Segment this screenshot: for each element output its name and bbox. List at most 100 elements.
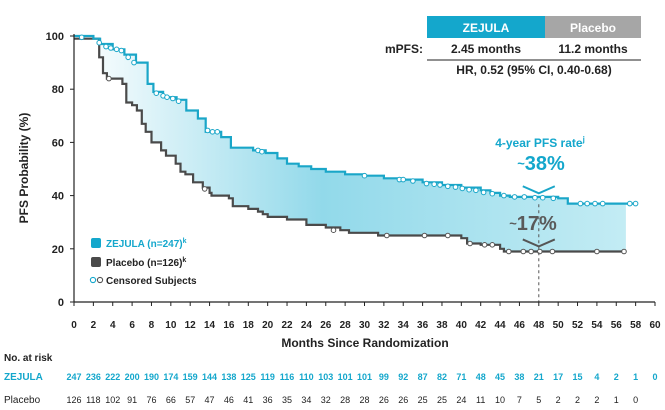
risk-value-placebo: 25 — [418, 395, 428, 405]
zejula-censored-mark — [131, 59, 137, 66]
x-tick-label: 36 — [417, 320, 429, 331]
risk-value-placebo: 76 — [146, 395, 156, 405]
x-tick-label: 52 — [572, 320, 584, 331]
zejula-censored-mark — [431, 181, 438, 187]
risk-value-placebo: 25 — [437, 395, 447, 405]
x-tick-label: 12 — [185, 320, 197, 331]
zejula-censored-mark — [445, 183, 451, 190]
x-tick-label: 50 — [553, 320, 565, 331]
annotation-title-text: 4-year PFS rate — [495, 136, 583, 150]
risk-value-placebo: 2 — [575, 395, 580, 405]
annotation-zejula-value: ~38% — [517, 153, 565, 175]
y-tick-label: 100 — [46, 31, 64, 43]
y-axis-label: PFS Probability (%) — [17, 113, 31, 224]
y-tick-label: 0 — [58, 297, 64, 309]
placebo-censored-mark — [106, 75, 112, 82]
risk-value-zejula: 103 — [318, 372, 333, 382]
risk-value-zejula: 0 — [652, 372, 657, 382]
legend-swatch-zejula — [91, 238, 101, 248]
zejula-censored-mark — [361, 172, 368, 179]
risk-value-placebo: 32 — [321, 395, 331, 405]
zejula-censored-mark — [108, 45, 114, 51]
zejula-censored-mark — [259, 148, 265, 155]
risk-title: No. at risk — [4, 353, 53, 364]
risk-value-zejula: 48 — [476, 372, 486, 382]
annotation-placebo-value: ~17% — [509, 213, 557, 235]
zejula-censored-mark — [118, 47, 125, 54]
risk-value-placebo: 118 — [86, 395, 100, 405]
zejula-censored-mark — [521, 194, 528, 200]
x-tick-label: 40 — [456, 320, 468, 331]
x-tick-label: 48 — [533, 320, 545, 331]
zejula-censored-mark — [410, 178, 416, 184]
placebo-censored-mark — [520, 248, 527, 255]
x-tick-label: 54 — [591, 320, 603, 331]
placebo-censored-mark — [506, 248, 512, 255]
legend-label-placebo-text: Placebo (n=126) — [106, 258, 182, 269]
legend-label-placebo: Placebo (n=126)k — [106, 257, 186, 269]
x-tick-label: 56 — [611, 320, 623, 331]
placebo-censored-mark — [467, 240, 473, 247]
zejula-censored-mark — [437, 182, 443, 188]
x-tick-label: 18 — [243, 320, 255, 331]
risk-value-placebo: 5 — [536, 395, 541, 405]
risk-value-zejula: 190 — [144, 372, 159, 382]
placebo-censored-mark — [384, 232, 390, 239]
zejula-censored-mark — [532, 194, 538, 201]
x-tick-label: 14 — [204, 320, 216, 331]
zejula-censored-mark — [170, 95, 176, 102]
zejula-censored-mark — [459, 185, 466, 192]
zejula-censored-mark — [164, 94, 170, 100]
risk-value-zejula: 45 — [495, 372, 505, 382]
placebo-censored-mark — [621, 248, 627, 255]
legend-label-censored: Censored Subjects — [106, 276, 197, 287]
x-axis-label: Months Since Randomization — [281, 336, 448, 350]
zejula-censored-mark — [209, 129, 216, 135]
risk-value-zejula: 144 — [202, 372, 217, 382]
zejula-censored-mark — [103, 43, 109, 50]
header-placebo-cell — [545, 16, 641, 38]
risk-value-zejula: 99 — [379, 372, 389, 382]
ticks-layer: 0 2 4 6 8 10 12 14 16 18 20 22 24 26 28 30 32 34 36 38 40 42 4… — [46, 31, 661, 331]
header-zejula-cell — [427, 16, 545, 38]
risk-value-placebo: 24 — [456, 395, 466, 405]
placebo-censored-mark — [445, 232, 451, 239]
risk-value-zejula: 119 — [260, 372, 275, 382]
zejula-censored-mark — [400, 176, 407, 183]
risk-value-zejula: 38 — [514, 372, 524, 382]
y-tick-label: 40 — [52, 191, 64, 203]
hazard-ratio: HR, 0.52 (95% CI, 0.40-0.68) — [456, 63, 611, 77]
placebo-censored-mark — [421, 232, 428, 239]
header-zejula-text: ZEJULA — [463, 21, 510, 35]
risk-value-placebo: 91 — [127, 395, 137, 405]
risk-value-placebo: 1 — [614, 395, 619, 405]
zejula-censored-mark — [214, 129, 221, 135]
legend-censored-icon-zejula — [89, 276, 97, 284]
risk-value-zejula: 116 — [280, 372, 295, 382]
legend-censored-icon-placebo — [96, 276, 104, 284]
risk-value-zejula: 101 — [357, 372, 372, 382]
risk-value-placebo: 36 — [263, 395, 273, 405]
risk-value-placebo: 11 — [476, 395, 485, 405]
x-tick-label: 60 — [649, 320, 661, 331]
risk-value-placebo: 102 — [105, 395, 120, 405]
zejula-censored-mark — [96, 39, 102, 46]
risk-label-zejula: ZEJULA — [4, 372, 43, 383]
risk-value-zejula: 125 — [241, 372, 256, 382]
legend-label-placebo-sup: k — [182, 257, 186, 264]
risk-value-zejula: 101 — [338, 372, 353, 382]
legend-label-zejula-text: ZEJULA (n=247) — [106, 239, 183, 250]
x-tick-label: 4 — [110, 320, 116, 331]
mpfs-label: mPFS: — [385, 42, 423, 56]
x-tick-label: 28 — [340, 320, 352, 331]
risk-value-placebo: 57 — [185, 395, 195, 405]
risk-value-zejula: 174 — [163, 372, 178, 382]
y-tick-label: 20 — [52, 244, 64, 256]
x-tick-label: 16 — [223, 320, 235, 331]
risk-value-zejula: 87 — [418, 372, 428, 382]
annotation-placebo-brace — [522, 238, 556, 248]
x-tick-label: 10 — [165, 320, 177, 331]
x-tick-label: 22 — [281, 320, 293, 331]
risk-value-placebo: 28 — [359, 395, 369, 405]
